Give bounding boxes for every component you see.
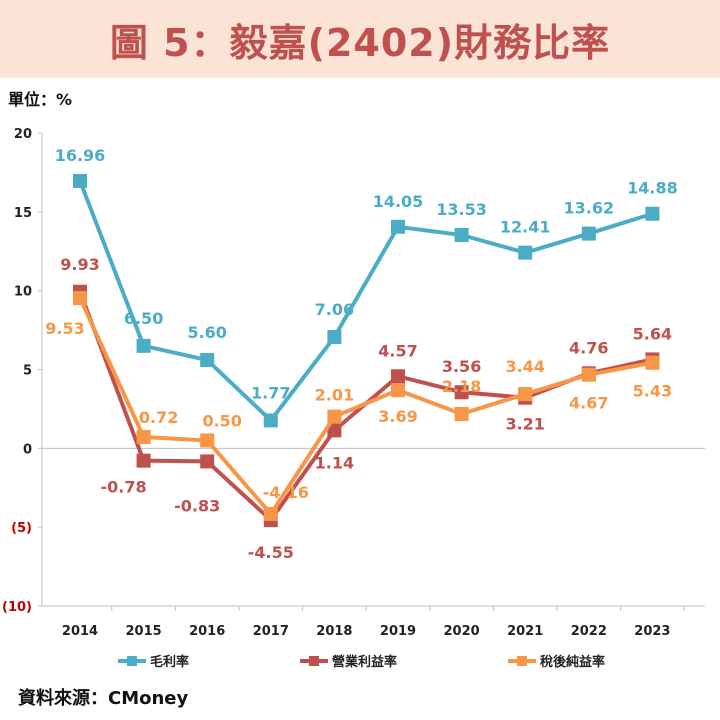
chart-title: 圖 5：毅嘉(2402)財務比率 bbox=[109, 20, 611, 65]
data-point-marker bbox=[518, 387, 533, 402]
data-label: 14.88 bbox=[627, 179, 678, 198]
x-tick-label: 2016 bbox=[189, 624, 225, 639]
series-line bbox=[78, 291, 653, 523]
y-tick-label: 15 bbox=[14, 206, 32, 221]
data-label: 1.14 bbox=[315, 453, 354, 472]
legend-label: 毛利率 bbox=[150, 654, 189, 670]
x-tick-label: 2019 bbox=[380, 624, 416, 639]
data-point-marker bbox=[454, 385, 469, 400]
data-point-marker bbox=[73, 291, 87, 306]
data-label: -0.78 bbox=[101, 478, 147, 497]
x-tick-label: 2022 bbox=[571, 624, 607, 639]
y-tick-label: (5) bbox=[11, 521, 32, 536]
data-point-marker bbox=[645, 206, 660, 221]
y-tick-label: 5 bbox=[23, 364, 32, 379]
title-bar: 圖 5：毅嘉(2402)財務比率 bbox=[0, 0, 720, 78]
data-point-marker bbox=[581, 367, 596, 382]
x-tick-label: 2015 bbox=[126, 624, 162, 639]
legend-label: 營業利益率 bbox=[332, 654, 397, 670]
data-point-marker bbox=[263, 506, 278, 521]
x-tick-label: 2023 bbox=[634, 624, 670, 639]
x-tick-label: 2018 bbox=[316, 624, 352, 639]
data-point-marker bbox=[327, 409, 342, 424]
data-label: 5.60 bbox=[187, 323, 226, 342]
data-point-marker bbox=[391, 383, 405, 398]
data-label: 1.77 bbox=[251, 383, 290, 402]
x-tick-label: 2021 bbox=[507, 624, 543, 639]
data-label: 4.67 bbox=[569, 394, 608, 413]
y-tick-label: 10 bbox=[14, 285, 32, 300]
data-label: 9.53 bbox=[45, 319, 84, 338]
x-tick-label: 2014 bbox=[62, 624, 98, 639]
data-label: 13.62 bbox=[563, 199, 614, 218]
data-label: 3.69 bbox=[378, 407, 417, 426]
data-label: 2.18 bbox=[442, 377, 481, 396]
data-point-marker bbox=[454, 406, 469, 421]
data-label: 16.96 bbox=[55, 146, 106, 165]
data-label: 0.50 bbox=[202, 411, 241, 430]
data-point-marker bbox=[581, 226, 596, 241]
data-point-marker bbox=[136, 453, 151, 468]
y-tick-label: 20 bbox=[14, 127, 32, 142]
series-line bbox=[78, 180, 653, 423]
data-label: 3.21 bbox=[505, 415, 544, 434]
data-label: 4.76 bbox=[569, 338, 608, 357]
data-label: 12.41 bbox=[500, 218, 551, 237]
legend-marker bbox=[517, 656, 527, 666]
legend-marker bbox=[127, 656, 137, 666]
data-point-marker bbox=[200, 454, 215, 469]
data-label: -0.83 bbox=[174, 496, 220, 515]
unit-label: 單位：% bbox=[8, 90, 73, 109]
data-label: 7.06 bbox=[315, 300, 354, 319]
data-label: 5.64 bbox=[633, 324, 672, 343]
data-point-marker bbox=[136, 429, 151, 444]
legend-marker bbox=[309, 656, 319, 666]
data-label: 0.72 bbox=[139, 408, 178, 427]
data-point-marker bbox=[327, 330, 342, 345]
data-label: 9.93 bbox=[60, 255, 99, 274]
data-label: 4.57 bbox=[378, 341, 417, 360]
data-point-marker bbox=[200, 353, 215, 368]
data-point-marker bbox=[263, 413, 278, 428]
legend-label: 稅後純益率 bbox=[540, 654, 605, 670]
data-label: 13.53 bbox=[436, 200, 487, 219]
data-label: 6.50 bbox=[124, 309, 163, 328]
data-label: 3.56 bbox=[442, 357, 481, 376]
source-label: 資料來源：CMoney bbox=[18, 688, 189, 709]
series-line bbox=[78, 297, 653, 516]
data-point-marker bbox=[391, 369, 405, 384]
data-point-marker bbox=[391, 219, 405, 234]
data-point-marker bbox=[200, 433, 215, 448]
data-label: 5.43 bbox=[633, 382, 672, 401]
data-point-marker bbox=[136, 338, 151, 353]
x-tick-label: 2017 bbox=[253, 624, 289, 639]
data-label: 2.01 bbox=[315, 386, 354, 405]
data-point-marker bbox=[73, 173, 87, 188]
data-point-marker bbox=[327, 423, 342, 438]
y-tick-label: 0 bbox=[23, 442, 32, 457]
data-label: -4.55 bbox=[248, 543, 294, 562]
y-tick-label: (10) bbox=[2, 600, 32, 615]
data-point-marker bbox=[518, 245, 533, 260]
data-label: 3.44 bbox=[505, 357, 544, 376]
data-point-marker bbox=[454, 228, 469, 243]
data-label: -4.16 bbox=[263, 483, 309, 502]
data-label: 14.05 bbox=[373, 192, 424, 211]
x-tick-label: 2020 bbox=[444, 624, 480, 639]
data-point-marker bbox=[645, 355, 660, 370]
